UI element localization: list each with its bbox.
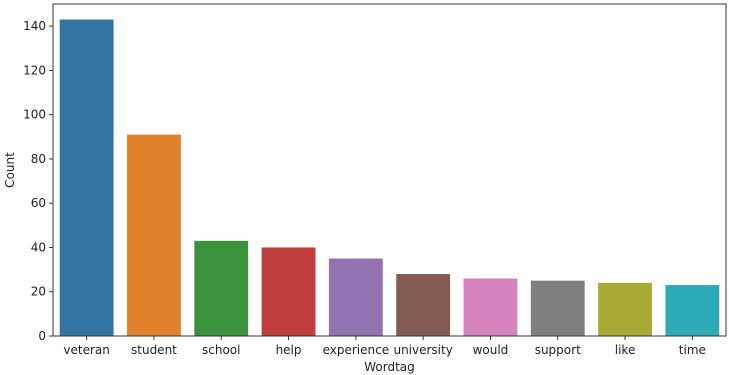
x-tick-label-like: like bbox=[615, 343, 636, 357]
x-tick-label-veteran: veteran bbox=[63, 343, 109, 357]
y-ticks-group: 0 20 40 60 80 100 120 140 bbox=[23, 19, 53, 343]
x-tick-label-university: university bbox=[393, 343, 452, 357]
y-tick-label-80: 80 bbox=[31, 152, 46, 166]
bar-student bbox=[127, 134, 181, 336]
bar-would bbox=[463, 278, 518, 336]
bars-group bbox=[59, 19, 720, 336]
x-tick-label-time: time bbox=[679, 343, 706, 357]
x-axis-title: Wordtag bbox=[364, 360, 415, 374]
y-tick-label-20: 20 bbox=[31, 285, 46, 299]
bar-like bbox=[598, 282, 652, 336]
x-tick-label-would: would bbox=[473, 343, 509, 357]
bar-support bbox=[530, 280, 585, 336]
y-tick-label-140: 140 bbox=[23, 19, 46, 33]
bar-help bbox=[261, 247, 316, 336]
y-tick-label-100: 100 bbox=[23, 108, 46, 122]
y-tick-label-60: 60 bbox=[31, 196, 46, 210]
plot-frame bbox=[52, 3, 727, 337]
y-tick-label-120: 120 bbox=[23, 63, 46, 77]
bar-experience bbox=[328, 258, 383, 336]
x-ticks-group: veteran student school help experience univer… bbox=[63, 336, 706, 357]
x-tick-label-school: school bbox=[202, 343, 240, 357]
bar-university bbox=[396, 274, 451, 336]
x-tick-label-experience: experience bbox=[323, 343, 390, 357]
y-tick-label-40: 40 bbox=[31, 240, 46, 254]
bar-time bbox=[665, 285, 720, 336]
x-tick-label-student: student bbox=[131, 343, 177, 357]
y-axis-title: Count bbox=[3, 152, 17, 188]
bar-veteran bbox=[59, 19, 114, 336]
y-tick-label-0: 0 bbox=[38, 329, 46, 343]
x-tick-label-support: support bbox=[535, 343, 581, 357]
x-tick-label-help: help bbox=[276, 343, 302, 357]
bar-school bbox=[194, 240, 249, 336]
